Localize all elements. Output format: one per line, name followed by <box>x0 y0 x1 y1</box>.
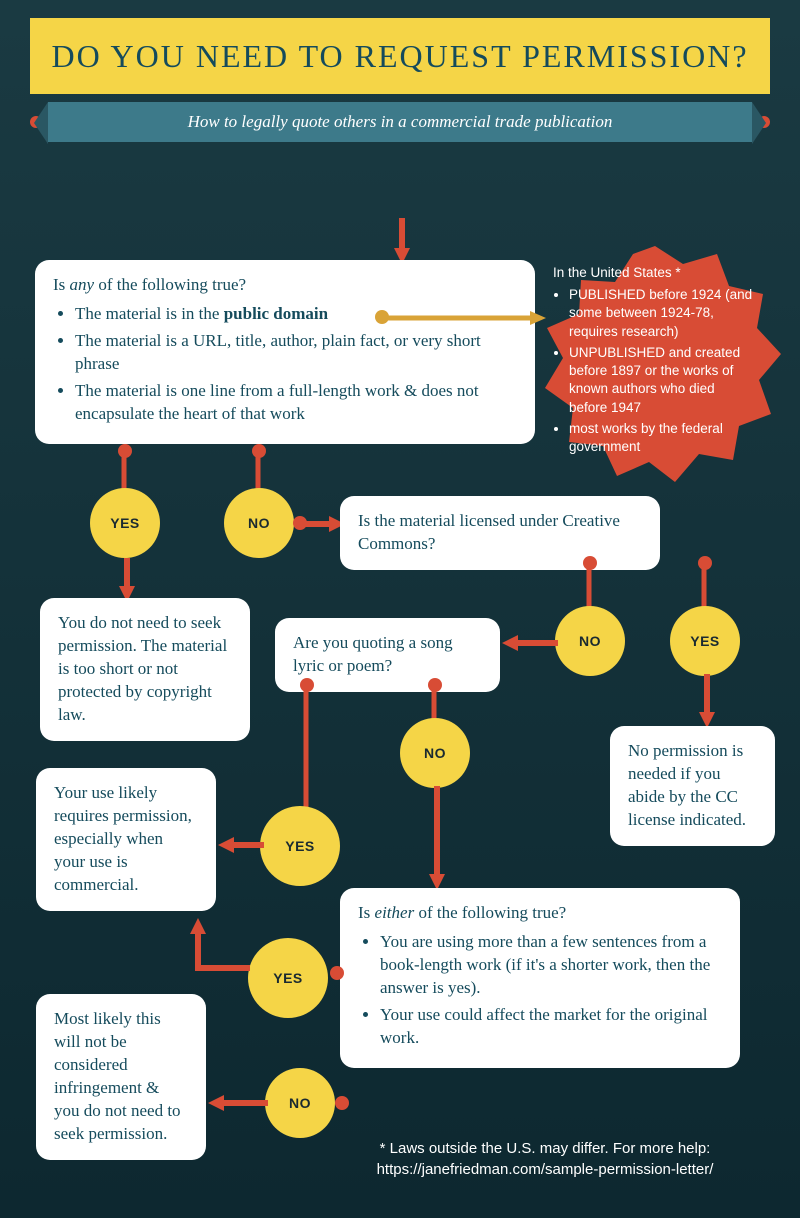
decision-no-3: NO <box>400 718 470 788</box>
title-banner: DO YOU NEED TO REQUEST PERMISSION? <box>30 18 770 94</box>
q4-item1: You are using more than a few sentences … <box>380 931 722 1000</box>
q1-prompt: Is any of the following true? <box>53 274 517 297</box>
footnote-line1: * Laws outside the U.S. may differ. For … <box>330 1138 760 1159</box>
decision-yes-3: YES <box>260 806 340 886</box>
gold-dot <box>375 310 389 324</box>
decision-yes-1: YES <box>90 488 160 558</box>
title-text: DO YOU NEED TO REQUEST PERMISSION? <box>50 36 750 76</box>
arrow-yes3-perm <box>216 836 264 854</box>
result-no-permission-short: You do not need to seek permission. The … <box>40 598 250 741</box>
line-q1-yes <box>120 456 128 492</box>
subtitle-text: How to legally quote others in a commerc… <box>48 102 752 142</box>
footnote-line2: https://janefriedman.com/sample-permissi… <box>330 1159 760 1180</box>
q1-em: any <box>70 275 95 294</box>
burst-heading: In the United States * <box>553 264 753 282</box>
arrow-yes4-perm <box>178 918 258 978</box>
arrow-yes2-cc <box>697 674 717 730</box>
arrow-gold <box>388 311 548 325</box>
burst-item1: PUBLISHED before 1924 (and some between … <box>569 286 753 341</box>
dot-q4-no <box>335 1096 349 1110</box>
line-q2-no <box>585 568 593 610</box>
q1-item2: The material is a URL, title, author, pl… <box>75 330 517 376</box>
q4-prompt: Is either of the following true? <box>358 902 722 925</box>
q4-item2: Your use could affect the market for the… <box>380 1004 722 1050</box>
arrow-no2-q3 <box>500 634 558 652</box>
result-requires-permission: Your use likely requires permission, esp… <box>36 768 216 911</box>
line-q1-no <box>254 456 262 492</box>
arrow-no3-q4 <box>427 786 447 892</box>
result-no-infringement: Most likely this will not be considered … <box>36 994 206 1160</box>
decision-yes-2: YES <box>670 606 740 676</box>
q1-pre: Is <box>53 275 70 294</box>
arrow-start <box>392 218 412 266</box>
question-2-box: Is the material licensed under Creative … <box>340 496 660 570</box>
footnote: * Laws outside the U.S. may differ. For … <box>330 1138 760 1180</box>
line-q2-yes <box>700 568 708 610</box>
burst-item3: most works by the federal government <box>569 420 753 456</box>
decision-no-4: NO <box>265 1068 335 1138</box>
public-domain-burst: In the United States * PUBLISHED before … <box>525 236 775 486</box>
burst-item2: UNPUBLISHED and created before 1897 or t… <box>569 344 753 417</box>
burst-content: In the United States * PUBLISHED before … <box>553 264 753 459</box>
q1-post: of the following true? <box>94 275 246 294</box>
decision-no-2: NO <box>555 606 625 676</box>
decision-no-1: NO <box>224 488 294 558</box>
line-q3-left <box>302 690 310 810</box>
subtitle-ribbon: How to legally quote others in a commerc… <box>30 102 770 142</box>
q1-item3: The material is one line from a full-len… <box>75 380 517 426</box>
arrow-no1-q2 <box>305 515 345 533</box>
arrow-no4-ninfr <box>206 1094 268 1112</box>
question-4-box: Is either of the following true? You are… <box>340 888 740 1068</box>
dot-q4-yes <box>330 966 344 980</box>
question-1-box: Is any of the following true? The materi… <box>35 260 535 444</box>
decision-yes-4: YES <box>248 938 328 1018</box>
arrow-yes1-down <box>117 558 137 602</box>
result-cc-license: No permission is needed if you abide by … <box>610 726 775 846</box>
